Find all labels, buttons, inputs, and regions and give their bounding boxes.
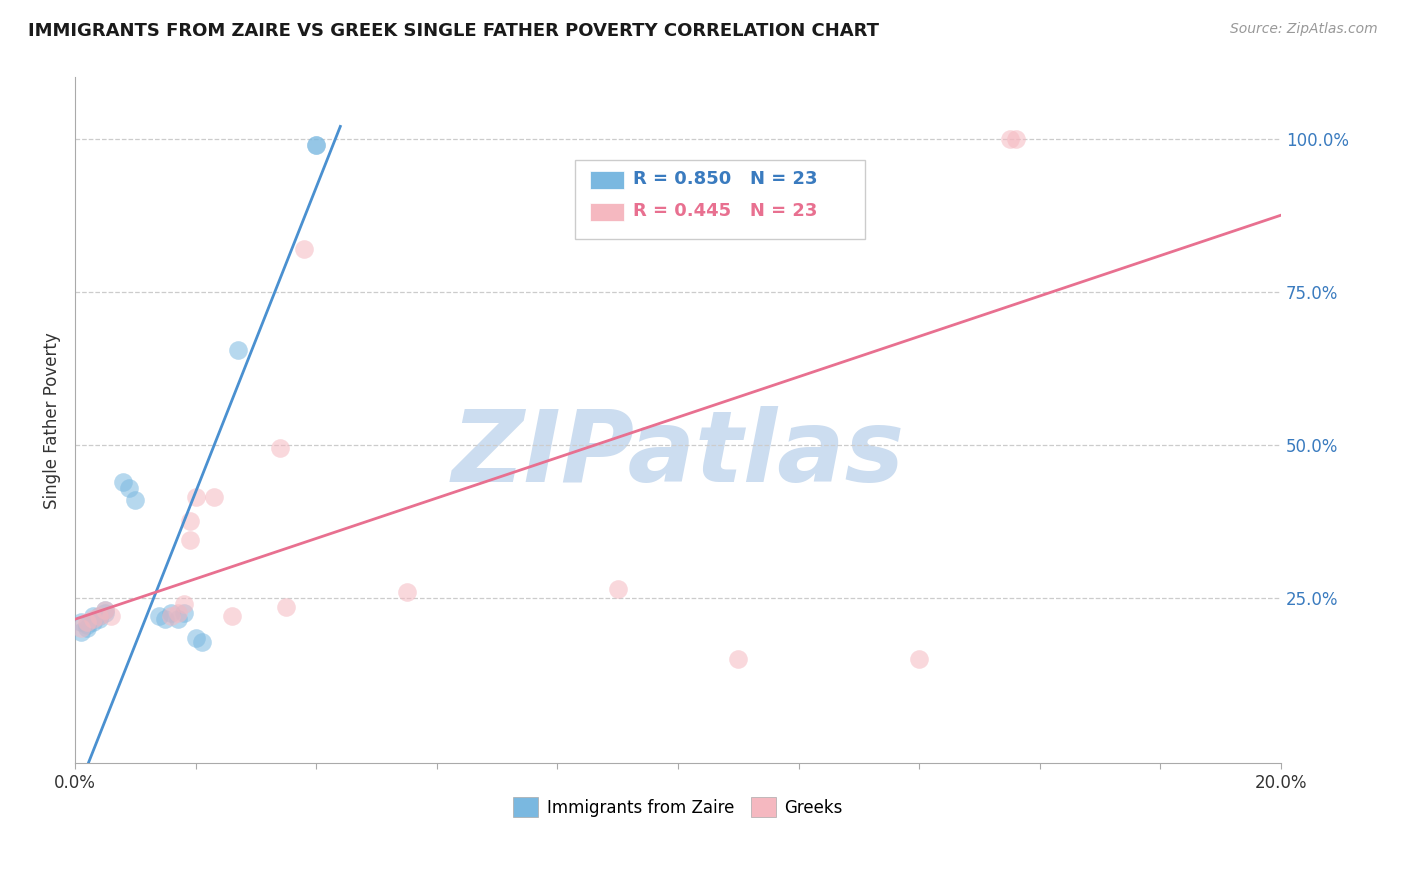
Point	[1004, 131, 1026, 145]
Point	[184, 631, 207, 645]
Point	[94, 603, 117, 617]
Point	[70, 624, 93, 639]
Point	[305, 137, 328, 152]
Point	[148, 609, 170, 624]
Point	[908, 652, 931, 666]
Text: Source: ZipAtlas.com: Source: ZipAtlas.com	[1230, 22, 1378, 37]
Point	[166, 606, 188, 620]
Text: ZIPatlas: ZIPatlas	[451, 406, 904, 503]
Point	[190, 635, 212, 649]
Point	[274, 600, 297, 615]
Point	[173, 606, 195, 620]
Point	[160, 609, 183, 624]
Point	[124, 492, 146, 507]
Point	[94, 603, 117, 617]
Point	[166, 612, 188, 626]
Point	[82, 609, 104, 624]
Y-axis label: Single Father Poverty: Single Father Poverty	[44, 332, 60, 508]
Text: R = 0.850   N = 23: R = 0.850 N = 23	[633, 169, 818, 188]
Point	[305, 137, 328, 152]
Point	[202, 490, 225, 504]
Point	[82, 615, 104, 630]
Point	[269, 441, 291, 455]
Point	[82, 612, 104, 626]
Point	[94, 606, 117, 620]
Text: IMMIGRANTS FROM ZAIRE VS GREEK SINGLE FATHER POVERTY CORRELATION CHART: IMMIGRANTS FROM ZAIRE VS GREEK SINGLE FA…	[28, 22, 879, 40]
Point	[100, 609, 122, 624]
Legend: Immigrants from Zaire, Greeks: Immigrants from Zaire, Greeks	[506, 791, 849, 823]
Point	[89, 612, 111, 626]
Point	[76, 618, 98, 632]
Point	[76, 622, 98, 636]
Point	[155, 612, 177, 626]
Point	[179, 533, 201, 547]
Point	[76, 615, 98, 630]
Point	[70, 622, 93, 636]
Point	[112, 475, 135, 489]
Point	[727, 652, 749, 666]
Point	[160, 606, 183, 620]
Point	[179, 514, 201, 528]
Point	[89, 609, 111, 624]
Point	[184, 490, 207, 504]
FancyBboxPatch shape	[591, 171, 624, 188]
Point	[118, 481, 141, 495]
Point	[395, 584, 418, 599]
Point	[70, 615, 93, 630]
FancyBboxPatch shape	[575, 160, 865, 238]
Point	[173, 597, 195, 611]
Point	[226, 343, 249, 357]
Text: R = 0.445   N = 23: R = 0.445 N = 23	[633, 202, 818, 220]
Point	[998, 131, 1021, 145]
Point	[292, 242, 315, 256]
Point	[606, 582, 628, 596]
Point	[221, 609, 243, 624]
Point	[89, 609, 111, 624]
FancyBboxPatch shape	[591, 203, 624, 220]
